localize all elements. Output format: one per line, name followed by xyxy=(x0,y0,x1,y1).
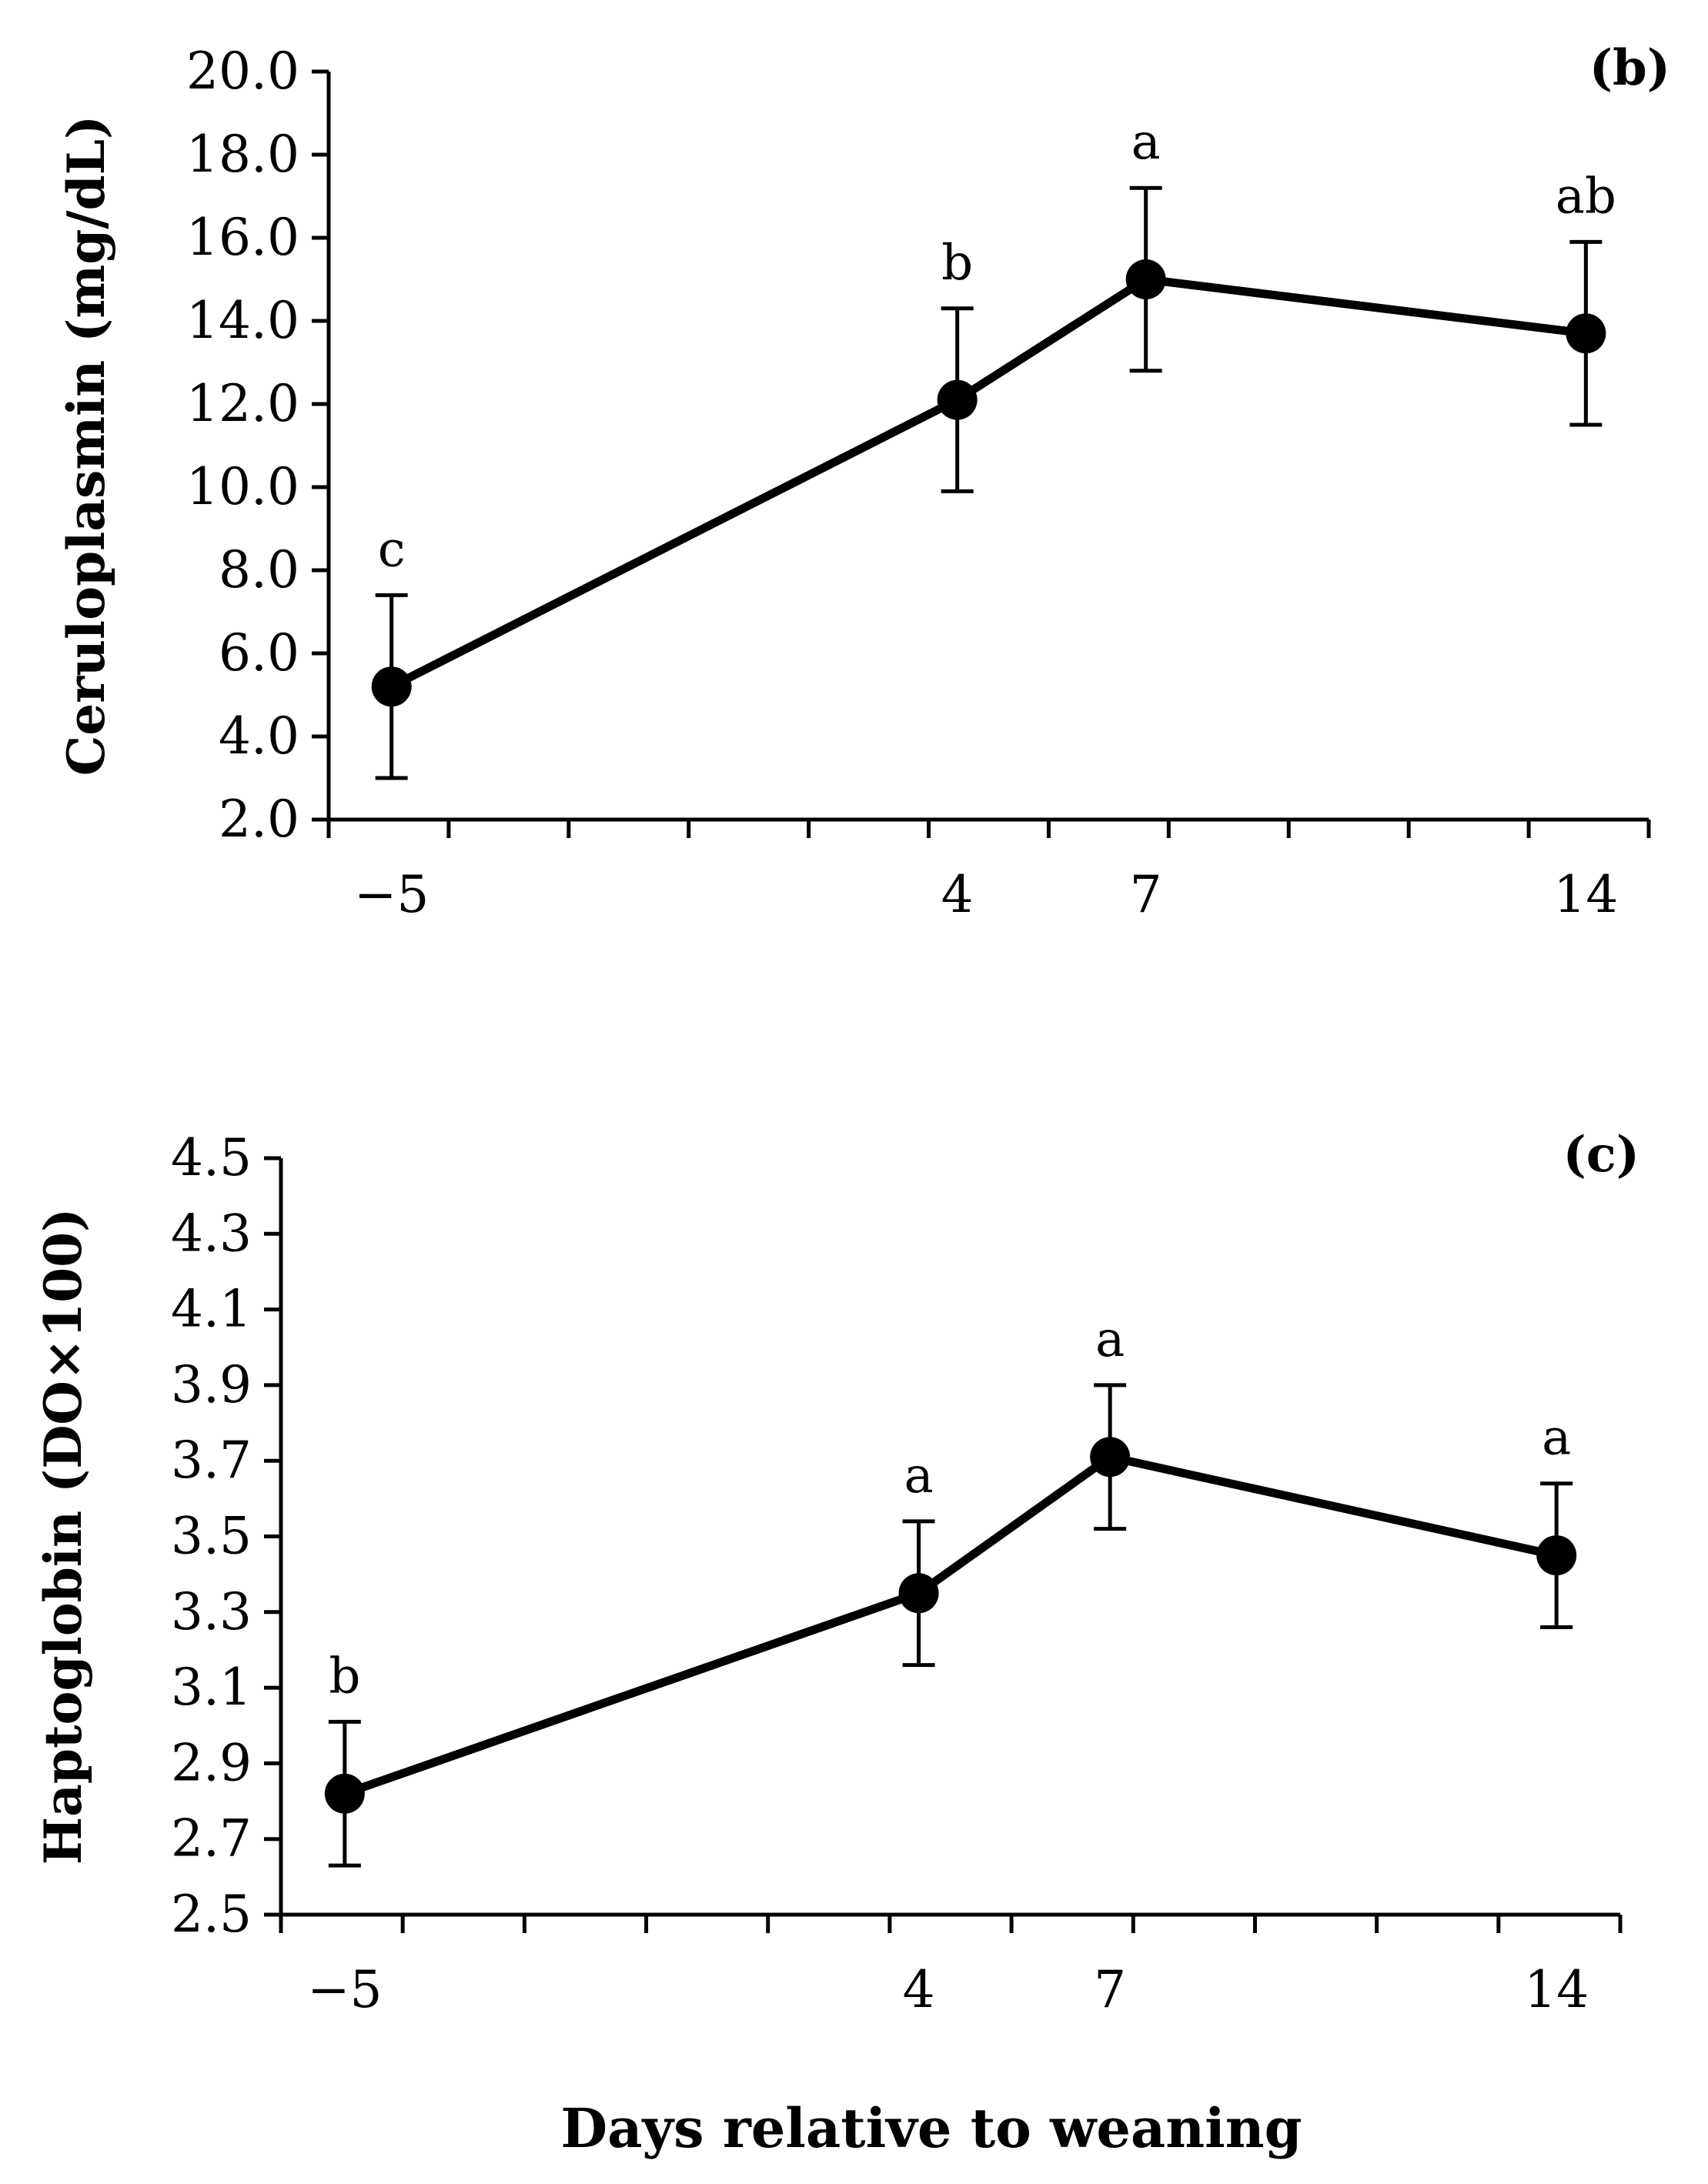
chart-0-y-tick-label: 16.0 xyxy=(186,208,299,267)
chart-0-significance-label: a xyxy=(1131,114,1161,171)
chart-0-x-tick-label: 4 xyxy=(941,865,974,924)
chart-1-y-tick-label: 3.3 xyxy=(171,1582,252,1641)
chart-0-y-tick-label: 18.0 xyxy=(186,125,299,184)
chart-0-data-point xyxy=(1125,259,1166,299)
chart-panel-b: 2.0 4.0 6.0 8.0 10.0 12.0 14.0 16.0 18.0 20.0 −5 4 7… xyxy=(56,39,1670,924)
chart-0-panel-label: (b) xyxy=(1589,39,1670,97)
chart-1-y-tick-label: 4.5 xyxy=(171,1128,252,1187)
chart-1-significance-label: b xyxy=(329,1648,360,1705)
chart-1-panel-label: (c) xyxy=(1563,1126,1639,1184)
chart-1-y-tick-label: 3.9 xyxy=(171,1355,252,1414)
chart-0-y-tick-label: 20.0 xyxy=(186,42,299,101)
chart-0-y-tick-label: 8.0 xyxy=(219,540,299,599)
chart-0-y-tick-label: 2.0 xyxy=(219,790,299,849)
chart-1-x-tick-label: 7 xyxy=(1094,1960,1126,2019)
chart-1-y-tick-label: 4.3 xyxy=(171,1204,252,1263)
chart-0-significance-label: ab xyxy=(1556,168,1616,225)
chart-1-y-tick-label: 2.5 xyxy=(171,1885,252,1944)
chart-1-y-tick-label: 4.1 xyxy=(171,1280,252,1339)
chart-1-data-point xyxy=(898,1573,939,1614)
chart-1-data-point xyxy=(1090,1437,1131,1478)
chart-1-x-tick-label: 4 xyxy=(903,1960,935,2019)
chart-0-y-tick-label: 6.0 xyxy=(219,623,299,683)
chart-0-x-tick-label: 7 xyxy=(1130,865,1162,924)
chart-1-data-point xyxy=(324,1773,365,1814)
chart-1-significance-label: a xyxy=(1095,1311,1125,1368)
chart-0-y-tick-label: 14.0 xyxy=(186,291,299,350)
chart-0-y-tick-label: 4.0 xyxy=(219,706,299,766)
chart-1-significance-label: a xyxy=(904,1448,933,1504)
chart-1-y-tick-label: 3.5 xyxy=(171,1507,252,1566)
chart-1-y-tick-label: 3.7 xyxy=(171,1431,252,1490)
chart-0-x-tick-label: 14 xyxy=(1553,865,1618,924)
chart-0-y-tick-label: 12.0 xyxy=(186,374,299,433)
chart-1-x-tick-label: 14 xyxy=(1524,1960,1589,2019)
chart-panel-c: 2.5 2.7 2.9 3.1 3.3 3.5 3.7 3.9 4.1 4.3 4.5 −5 4 7 14 H… xyxy=(33,1126,1639,2019)
chart-1-significance-label: a xyxy=(1542,1410,1571,1467)
chart-1-y-tick-label: 3.1 xyxy=(171,1658,252,1717)
chart-0-data-point xyxy=(1566,313,1606,354)
chart-0-series-line xyxy=(389,275,1587,691)
chart-0-x-tick-label: −5 xyxy=(354,865,429,924)
chart-1-y-axis-title: Haptoglobin (DO×100) xyxy=(33,1208,93,1865)
chart-1-y-tick-label: 2.9 xyxy=(171,1733,252,1792)
chart-1-y-tick-label: 2.7 xyxy=(171,1809,252,1868)
x-axis-title: Days relative to weaning xyxy=(560,2096,1302,2160)
chart-1-data-point xyxy=(1536,1535,1577,1576)
chart-0-significance-label: c xyxy=(378,521,406,578)
chart-0-significance-label: b xyxy=(941,235,973,292)
chart-0-data-point xyxy=(371,666,412,707)
chart-0-data-point xyxy=(937,379,978,420)
chart-0-y-axis-title: Ceruloplasmin (mg/dL) xyxy=(56,115,116,776)
chart-0-y-tick-label: 10.0 xyxy=(186,457,299,516)
chart-1-series-line xyxy=(343,1452,1558,1798)
chart-1-x-tick-label: −5 xyxy=(307,1960,382,2019)
